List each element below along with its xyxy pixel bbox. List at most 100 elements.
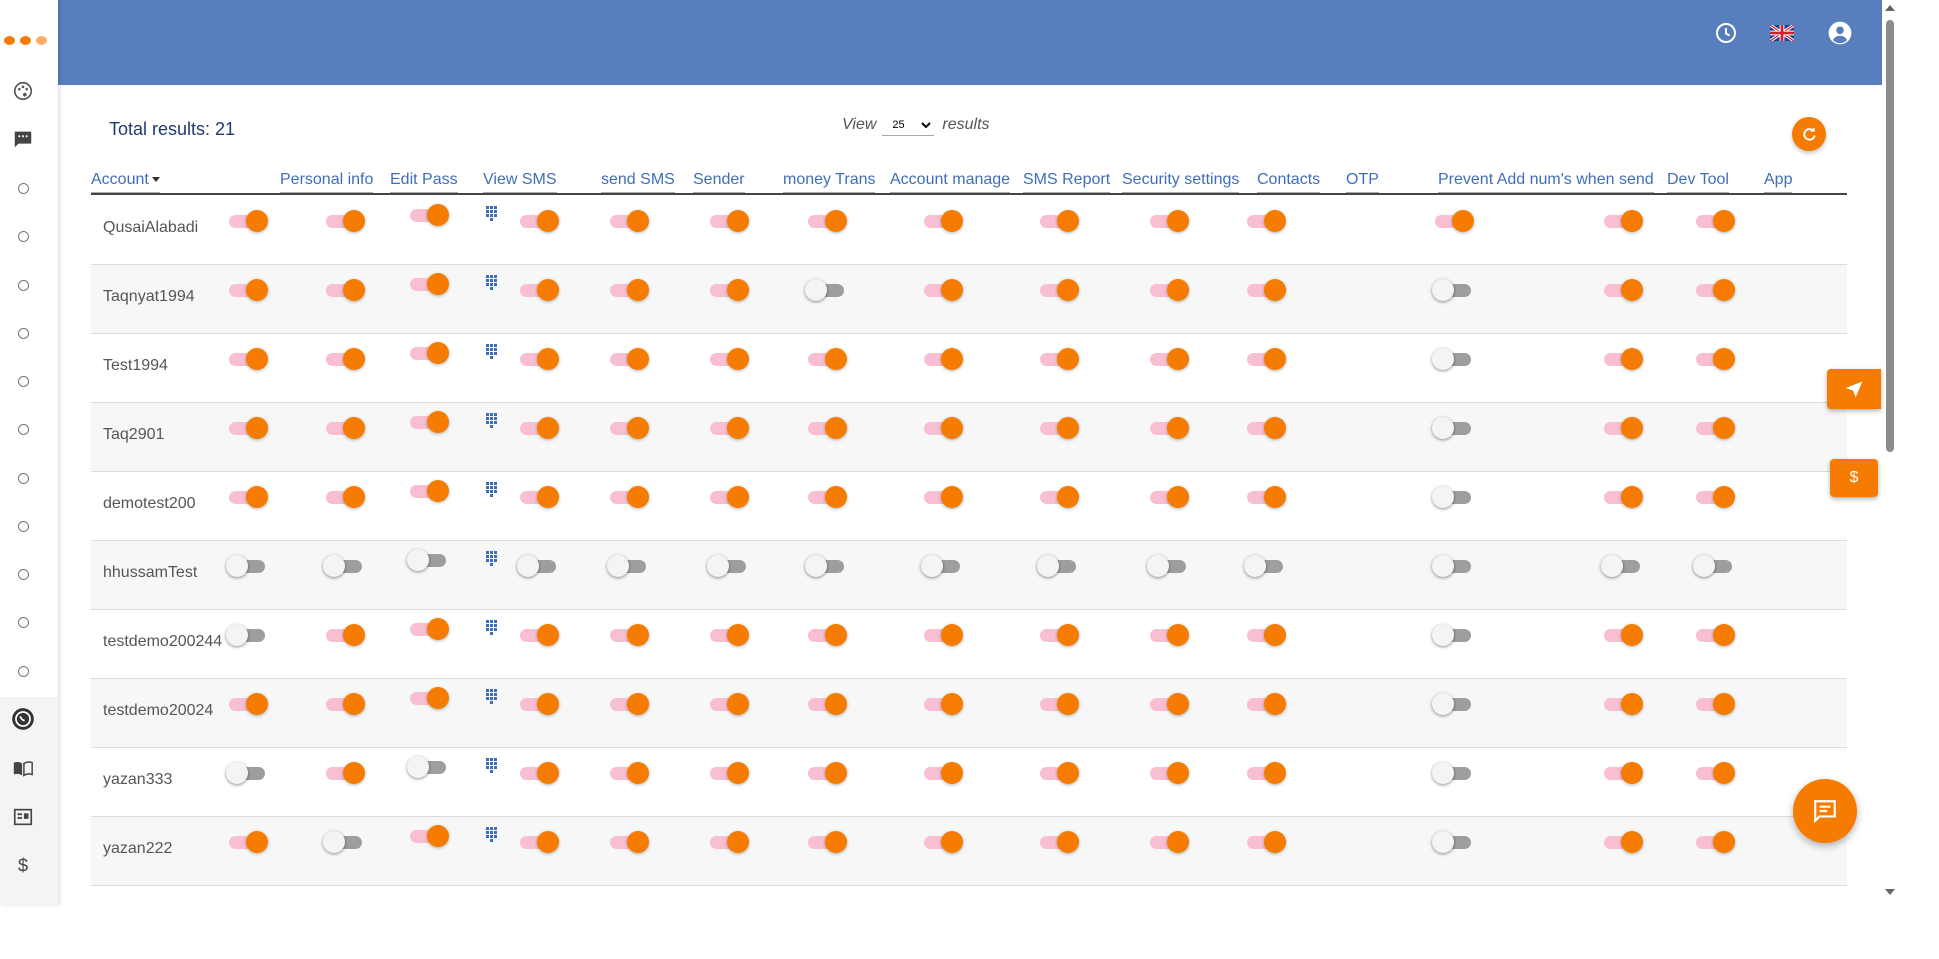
toggle-otp[interactable] <box>1244 209 1286 233</box>
toggle-sms-report[interactable] <box>921 761 963 785</box>
toggle-sender[interactable] <box>607 692 649 716</box>
page-size-select[interactable]: 25 <box>882 114 935 136</box>
sidebar-item-4[interactable] <box>18 328 29 339</box>
sidebar-item-5[interactable] <box>18 376 29 387</box>
column-header-security-settings[interactable]: Security settings <box>1122 171 1240 193</box>
toggle-personal-info[interactable] <box>226 623 268 647</box>
toggle-sms-report[interactable] <box>921 278 963 302</box>
toggle-edit-pass[interactable] <box>323 347 365 371</box>
column-header-view-sms[interactable]: View SMS <box>483 171 557 193</box>
toggle-app[interactable] <box>1693 209 1735 233</box>
vertical-scrollbar[interactable] <box>1882 0 1897 905</box>
toggle-sms-report[interactable] <box>921 830 963 854</box>
toggle-app[interactable] <box>1693 278 1735 302</box>
toggle-account-manage[interactable] <box>805 554 847 578</box>
toggle-money-trans[interactable] <box>707 485 749 509</box>
toggle-view-sms[interactable] <box>407 686 449 710</box>
toggle-app[interactable] <box>1693 761 1735 785</box>
toggle-app[interactable] <box>1693 830 1735 854</box>
toggle-contacts[interactable] <box>1147 623 1189 647</box>
toggle-edit-pass[interactable] <box>323 623 365 647</box>
toggle-edit-pass[interactable] <box>323 485 365 509</box>
toggle-personal-info[interactable] <box>226 830 268 854</box>
toggle-sender[interactable] <box>607 830 649 854</box>
toggle-personal-info[interactable] <box>226 692 268 716</box>
toggle-account-manage[interactable] <box>805 416 847 440</box>
toggle-otp[interactable] <box>1244 692 1286 716</box>
toggle-sender[interactable] <box>607 623 649 647</box>
dialpad-icon[interactable] <box>486 482 498 497</box>
toggle-dev-tool[interactable] <box>1601 761 1643 785</box>
toggle-edit-pass[interactable] <box>323 416 365 440</box>
dialpad-icon[interactable] <box>486 758 498 773</box>
column-header-otp[interactable]: OTP <box>1346 171 1379 193</box>
sidebar-item-6[interactable] <box>18 424 29 435</box>
logo[interactable] <box>4 36 50 46</box>
toggle-edit-pass[interactable] <box>323 761 365 785</box>
sidebar-item-2[interactable] <box>18 231 29 242</box>
scrollbar-thumb[interactable] <box>1886 20 1894 452</box>
toggle-otp[interactable] <box>1244 554 1286 578</box>
column-header-prevent-add[interactable]: Prevent Add num's when send <box>1438 171 1654 193</box>
toggle-view-sms[interactable] <box>407 341 449 365</box>
toggle-sms-report[interactable] <box>921 209 963 233</box>
scroll-down-arrow[interactable] <box>1885 889 1895 895</box>
toggle-money-trans[interactable] <box>707 209 749 233</box>
toggle-otp[interactable] <box>1244 485 1286 509</box>
toggle-edit-pass[interactable] <box>323 554 365 578</box>
toggle-dev-tool[interactable] <box>1601 416 1643 440</box>
toggle-send-sms[interactable] <box>517 623 559 647</box>
toggle-prevent-add[interactable] <box>1432 278 1474 302</box>
toggle-account-manage[interactable] <box>805 830 847 854</box>
toggle-account-manage[interactable] <box>805 278 847 302</box>
toggle-send-sms[interactable] <box>517 347 559 371</box>
column-header-account-manage[interactable]: Account manage <box>890 171 1011 193</box>
toggle-money-trans[interactable] <box>707 623 749 647</box>
toggle-sender[interactable] <box>607 209 649 233</box>
toggle-app[interactable] <box>1693 347 1735 371</box>
toggle-view-sms[interactable] <box>407 203 449 227</box>
toggle-personal-info[interactable] <box>226 761 268 785</box>
toggle-view-sms[interactable] <box>407 824 449 848</box>
toggle-sms-report[interactable] <box>921 416 963 440</box>
refresh-button[interactable] <box>1792 117 1826 151</box>
toggle-personal-info[interactable] <box>226 209 268 233</box>
toggle-contacts[interactable] <box>1147 554 1189 578</box>
toggle-sms-report[interactable] <box>921 692 963 716</box>
toggle-dev-tool[interactable] <box>1601 692 1643 716</box>
sidebar-item-9[interactable] <box>18 569 29 580</box>
toggle-personal-info[interactable] <box>226 278 268 302</box>
dialpad-icon[interactable] <box>486 275 498 290</box>
toggle-security-settings[interactable] <box>1037 485 1079 509</box>
toggle-security-settings[interactable] <box>1037 347 1079 371</box>
toggle-send-sms[interactable] <box>517 209 559 233</box>
toggle-sender[interactable] <box>607 278 649 302</box>
toggle-contacts[interactable] <box>1147 209 1189 233</box>
sidebar-item-10[interactable] <box>18 617 29 628</box>
toggle-dev-tool[interactable] <box>1601 623 1643 647</box>
toggle-dev-tool[interactable] <box>1601 554 1643 578</box>
toggle-prevent-add[interactable] <box>1432 416 1474 440</box>
toggle-contacts[interactable] <box>1147 485 1189 509</box>
dialpad-icon[interactable] <box>486 551 498 566</box>
toggle-prevent-add[interactable] <box>1432 347 1474 371</box>
toggle-sender[interactable] <box>607 347 649 371</box>
toggle-security-settings[interactable] <box>1037 416 1079 440</box>
toggle-sender[interactable] <box>607 554 649 578</box>
toggle-contacts[interactable] <box>1147 830 1189 854</box>
account-circle-icon[interactable] <box>1827 20 1853 46</box>
toggle-money-trans[interactable] <box>707 761 749 785</box>
column-header-dev-tool[interactable]: Dev Tool <box>1667 171 1729 193</box>
toggle-view-sms[interactable] <box>407 755 449 779</box>
toggle-app[interactable] <box>1693 554 1735 578</box>
toggle-otp[interactable] <box>1244 830 1286 854</box>
toggle-money-trans[interactable] <box>707 416 749 440</box>
toggle-personal-info[interactable] <box>226 485 268 509</box>
toggle-sms-report[interactable] <box>921 554 963 578</box>
sidebar-item-11[interactable] <box>18 666 29 677</box>
toggle-contacts[interactable] <box>1147 761 1189 785</box>
chat-button[interactable] <box>1793 779 1857 843</box>
toggle-app[interactable] <box>1693 416 1735 440</box>
toggle-personal-info[interactable] <box>226 554 268 578</box>
chat-icon[interactable] <box>9 125 37 153</box>
